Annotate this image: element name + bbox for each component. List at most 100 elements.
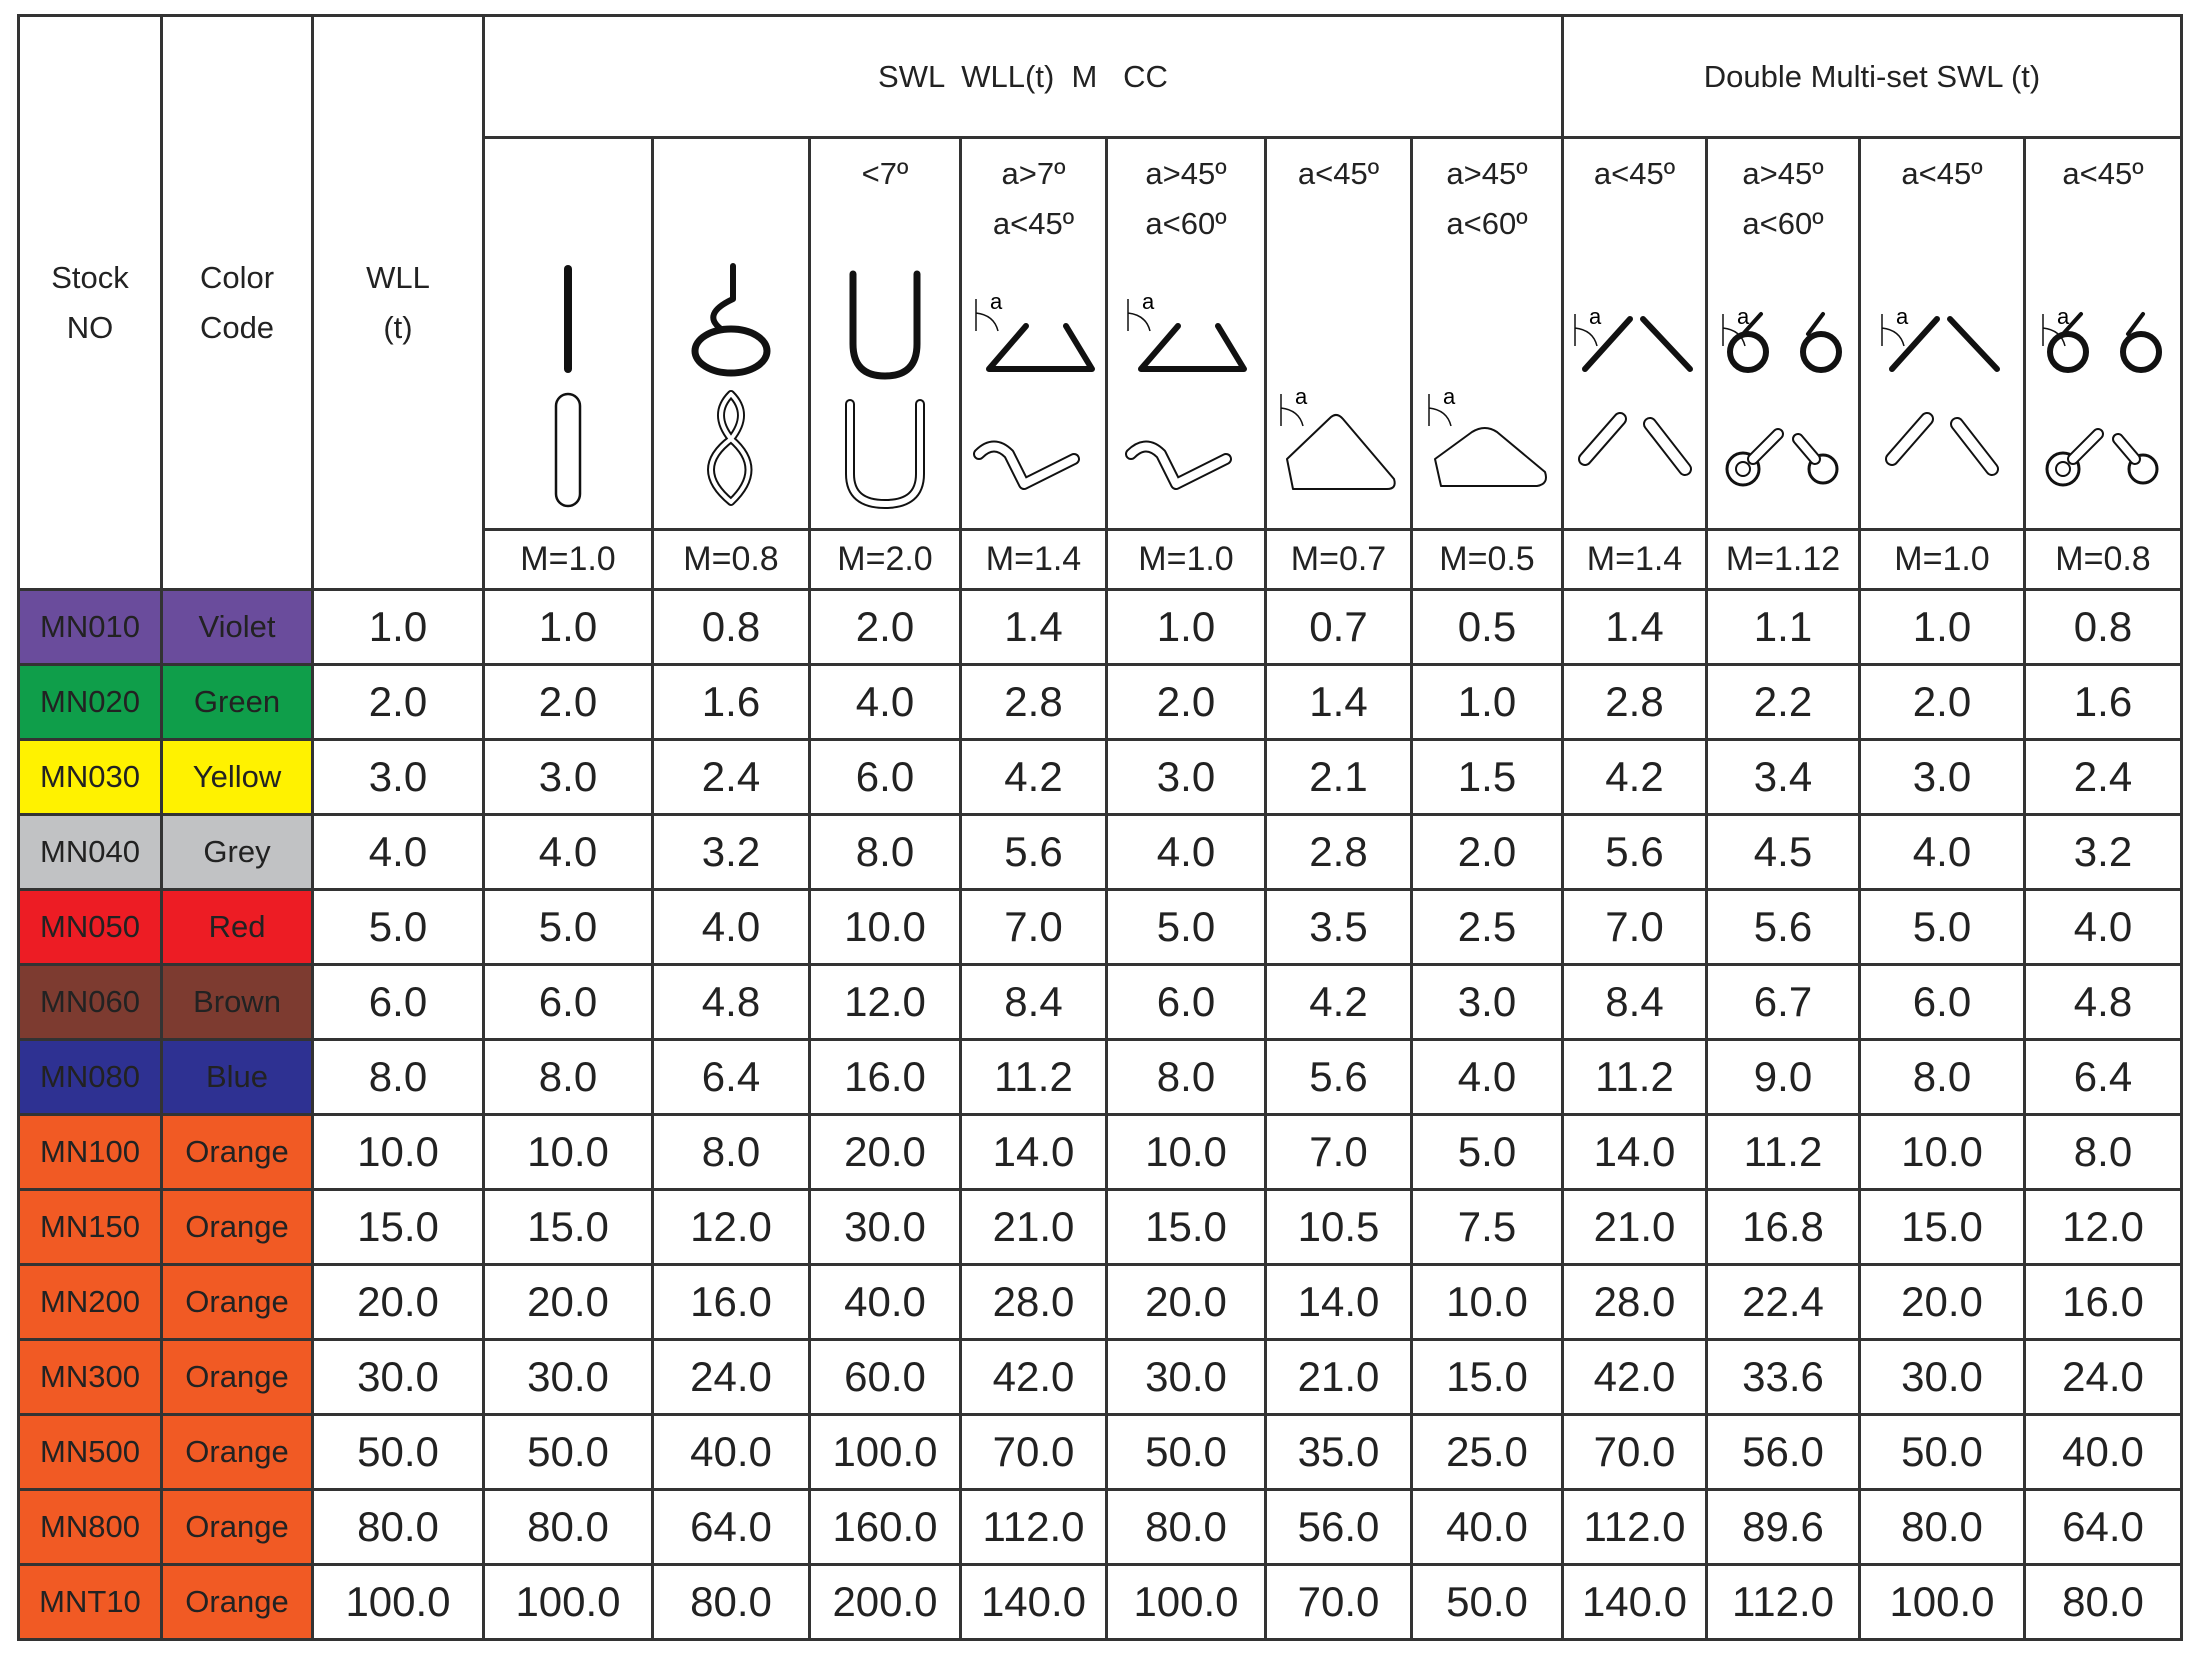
angle-text: a>45º bbox=[1742, 156, 1824, 191]
diagram-cell: a>45º a<60º a bbox=[1105, 136, 1267, 531]
wll: 6.0 bbox=[311, 963, 485, 1041]
angle-condition bbox=[654, 139, 808, 249]
swl-value: 8.0 bbox=[2023, 1113, 2183, 1191]
angle-label: a bbox=[1142, 289, 1155, 314]
wll: 30.0 bbox=[311, 1338, 485, 1416]
swl-value: 0.8 bbox=[2023, 588, 2183, 666]
swl-value: 42.0 bbox=[959, 1338, 1108, 1416]
swl-value: 160.0 bbox=[808, 1488, 962, 1566]
color-code: Violet bbox=[160, 588, 314, 666]
diagram bbox=[811, 249, 959, 524]
wll: 2.0 bbox=[311, 663, 485, 741]
angle-condition: a<45º bbox=[1267, 139, 1410, 249]
diagram-stroke bbox=[1887, 414, 1997, 474]
stock-no: MN020 bbox=[17, 663, 163, 741]
diagram-stroke bbox=[709, 392, 751, 504]
header-cell: WLL (t) bbox=[311, 14, 485, 591]
color-code: Orange bbox=[160, 1338, 314, 1416]
swl-value: 15.0 bbox=[1105, 1188, 1267, 1266]
swl-value: 14.0 bbox=[959, 1113, 1108, 1191]
sling-diagram: a bbox=[1722, 304, 1842, 487]
angle-text: a<60º bbox=[1742, 206, 1824, 241]
data-row: MN500 Orange 50.0 50.0 40.0 100.0 70.0 50.0 35.0… bbox=[17, 1413, 2183, 1491]
swl-value: 15.0 bbox=[1858, 1188, 2026, 1266]
color-code: Green bbox=[160, 663, 314, 741]
angle-label: a bbox=[2057, 304, 2070, 329]
angle-label: a bbox=[990, 289, 1003, 314]
swl-value: 1.1 bbox=[1705, 588, 1861, 666]
diagram-stroke bbox=[847, 401, 923, 507]
swl-value: 20.0 bbox=[1858, 1263, 2026, 1341]
group-header: Double Multi-set SWL (t) bbox=[1561, 14, 2183, 139]
swl-value: 2.8 bbox=[1264, 813, 1413, 891]
swl-value: 3.0 bbox=[1105, 738, 1267, 816]
swl-value: 1.0 bbox=[1105, 588, 1267, 666]
wll: 8.0 bbox=[311, 1038, 485, 1116]
angle-text: a<60º bbox=[1145, 206, 1227, 241]
swl-value: 2.0 bbox=[808, 588, 962, 666]
swl-value: 3.0 bbox=[1410, 963, 1564, 1041]
swl-value: 8.0 bbox=[1105, 1038, 1267, 1116]
sling-diagram: a bbox=[2042, 304, 2162, 487]
diagram: a bbox=[1861, 249, 2023, 524]
swl-value: 40.0 bbox=[2023, 1413, 2183, 1491]
swl-value: 14.0 bbox=[1264, 1263, 1413, 1341]
angle-condition: <7º bbox=[811, 139, 959, 249]
angle-arc bbox=[1428, 394, 1452, 427]
diagram-cell: a<45º a bbox=[2023, 136, 2183, 531]
diagram-stroke bbox=[849, 270, 921, 380]
swl-value: 11.2 bbox=[1561, 1038, 1708, 1116]
swl-value: 16.0 bbox=[808, 1038, 962, 1116]
swl-value: 8.4 bbox=[959, 963, 1108, 1041]
swl-value: 3.2 bbox=[651, 813, 811, 891]
diagram-stroke bbox=[1725, 451, 1761, 487]
diagram-cell: a<45º a bbox=[1561, 136, 1708, 531]
angle-condition bbox=[485, 139, 651, 249]
diagram-cell: <7º bbox=[808, 136, 962, 531]
angle-arc bbox=[1573, 314, 1598, 347]
swl-value: 5.0 bbox=[1858, 888, 2026, 966]
angle-arc bbox=[1279, 394, 1304, 427]
swl-value: 4.5 bbox=[1705, 813, 1861, 891]
swl-value: 8.0 bbox=[651, 1113, 811, 1191]
header-text: (t) bbox=[383, 309, 413, 345]
color-code: Orange bbox=[160, 1113, 314, 1191]
angle-label: a bbox=[1443, 384, 1456, 409]
diagram-stroke bbox=[2055, 461, 2071, 477]
swl-value: 1.6 bbox=[651, 663, 811, 741]
swl-value: 12.0 bbox=[2023, 1188, 2183, 1266]
swl-value: 9.0 bbox=[1705, 1038, 1861, 1116]
color-code: Orange bbox=[160, 1488, 314, 1566]
swl-value: 35.0 bbox=[1264, 1413, 1413, 1491]
swl-value: 2.5 bbox=[1410, 888, 1564, 966]
angle-condition: a>45º a<60º bbox=[1108, 139, 1264, 249]
wll: 4.0 bbox=[311, 813, 485, 891]
swl-value: 40.0 bbox=[1410, 1488, 1564, 1566]
diagram: a bbox=[2026, 249, 2180, 524]
swl-value: 15.0 bbox=[482, 1188, 654, 1266]
swl-value: 2.0 bbox=[1858, 663, 2026, 741]
diagram-cell: a>7º a<45º a bbox=[959, 136, 1108, 531]
wll: 1.0 bbox=[311, 588, 485, 666]
swl-value: 33.6 bbox=[1705, 1338, 1861, 1416]
color-code: Orange bbox=[160, 1263, 314, 1341]
swl-value: 6.4 bbox=[651, 1038, 811, 1116]
diagram-stroke bbox=[1749, 430, 1782, 463]
swl-value: 11.2 bbox=[959, 1038, 1108, 1116]
swl-value: 3.0 bbox=[1858, 738, 2026, 816]
sling-diagram bbox=[845, 270, 925, 509]
swl-value: 15.0 bbox=[1410, 1338, 1564, 1416]
swl-value: 8.0 bbox=[482, 1038, 654, 1116]
swl-value: 20.0 bbox=[808, 1113, 962, 1191]
diagram-stroke bbox=[2045, 451, 2081, 487]
swl-value: 70.0 bbox=[1561, 1413, 1708, 1491]
stock-no: MN060 bbox=[17, 963, 163, 1041]
swl-value: 4.0 bbox=[651, 888, 811, 966]
diagram bbox=[654, 249, 808, 524]
swl-value: 70.0 bbox=[959, 1413, 1108, 1491]
sling-load-table: Stock NO Color Code WLL (t) SWL WLL(t) M CC… bbox=[17, 14, 2183, 1641]
sling-diagram: a bbox=[1573, 304, 1693, 476]
angle-condition: a>45º a<60º bbox=[1413, 139, 1561, 249]
mode-factor: M=1.4 bbox=[1561, 528, 1708, 591]
